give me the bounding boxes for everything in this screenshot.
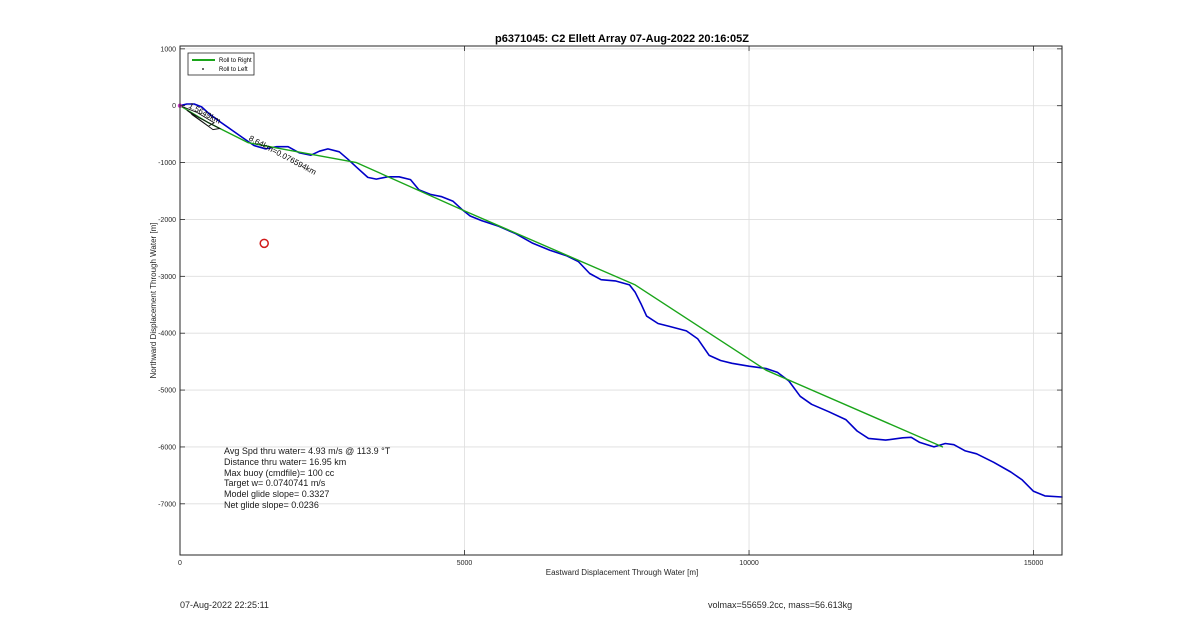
legend: Roll to Right Roll to Left [187, 52, 255, 76]
footer-timestamp: 07-Aug-2022 22:25:11 [180, 600, 269, 610]
legend-swatch-dot [202, 68, 204, 70]
plot-frame [179, 45, 1063, 556]
stat-line: Target w= 0.0740741 m/s [224, 478, 326, 489]
y-tick-label: 0 [172, 103, 176, 110]
grid-lines [179, 46, 1062, 555]
y-tick-label: -7000 [158, 501, 176, 508]
y-tick-label: -1000 [158, 160, 176, 167]
legend-label: Roll to Right [219, 58, 252, 64]
stat-line: Net glide slope= 0.0236 [224, 499, 319, 510]
x-tick-label: 10000 [739, 560, 759, 567]
stats-box: Avg Spd thru water= 4.93 m/s @ 113.9 °T … [224, 446, 390, 511]
roll-left-trace [179, 105, 222, 131]
y-tick-label: -2000 [158, 217, 176, 224]
stat-line: Distance thru water= 16.95 km [224, 456, 347, 467]
x-tick-label: 5000 [457, 560, 473, 567]
stat-line: Avg Spd thru water= 4.93 m/s @ 113.9 °T [224, 446, 391, 456]
stat-line: Model glide slope= 0.3327 [224, 489, 330, 500]
y-axis-label: Northward Displacement Through Water [m] [149, 222, 158, 378]
roll-right-line [179, 104, 944, 448]
y-tick-label: -3000 [158, 274, 176, 281]
axis-ticks: 0 5000 10000 1500010000-1000-2000-3000-4000… [158, 46, 1062, 567]
y-tick-label: -5000 [158, 388, 176, 395]
stat-line: Max buoy (cmdfile)= 100 cc [224, 467, 335, 478]
markers-layer [177, 103, 269, 249]
footer-mass-info: volmax=55659.2cc, mass=56.613kg [708, 600, 853, 610]
legend-label: Roll to Left [219, 67, 248, 73]
track-line [179, 103, 1063, 498]
target-marker [259, 238, 269, 249]
series-layer [179, 103, 1063, 498]
x-axis-label: Eastward Displacement Through Water [m] [546, 568, 699, 577]
y-tick-label: -6000 [158, 444, 176, 451]
x-tick-label: 0 [178, 560, 182, 567]
x-tick-label: 15000 [1024, 560, 1044, 567]
chart-title: p6371045: C2 Ellett Array 07-Aug-2022 20… [495, 33, 749, 45]
legend-box [187, 52, 255, 76]
y-tick-label: 1000 [160, 46, 176, 53]
y-tick-label: -4000 [158, 331, 176, 338]
